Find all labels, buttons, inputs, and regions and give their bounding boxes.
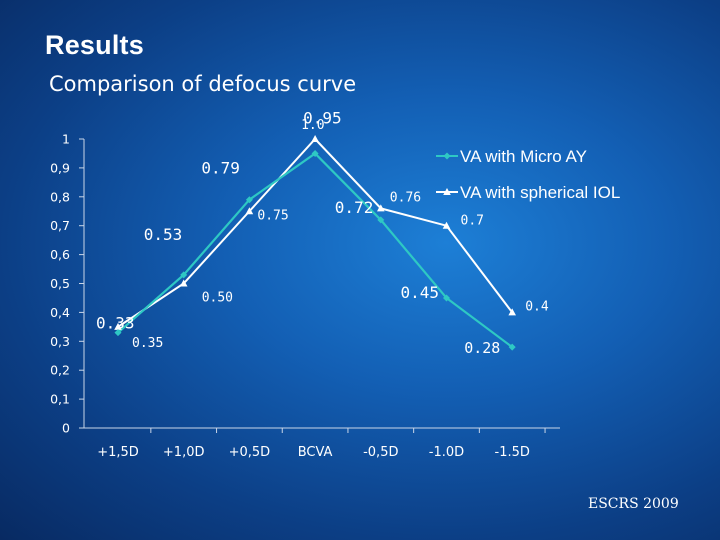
y-tick-label: 0,5 <box>50 276 70 291</box>
data-label-spherical-iol: 0.50 <box>202 291 233 306</box>
data-point-micro-ay <box>443 294 450 302</box>
x-tick-label: BCVA <box>298 445 333 460</box>
data-point-micro-ay <box>377 216 385 224</box>
series-line-micro-ay <box>117 152 513 348</box>
data-label-spherical-iol: 0.7 <box>461 214 484 229</box>
x-tick-label: +1,5D <box>97 445 139 460</box>
y-tick-label: 0,2 <box>50 363 70 378</box>
data-label-micro-ay: 0.72 <box>335 198 374 217</box>
data-point-spherical-iol <box>377 204 385 212</box>
legend-label-spherical-iol: VA with spherical IOL <box>460 183 620 202</box>
y-tick-label: 0,9 <box>50 160 70 175</box>
data-label-spherical-iol: 0.76 <box>390 190 421 205</box>
legend-marker-micro-ay <box>443 152 451 160</box>
data-point-spherical-iol <box>245 207 254 215</box>
data-point-micro-ay <box>311 149 319 157</box>
data-label-micro-ay: 0.95 <box>303 108 342 127</box>
chart-legend: VA with Micro AY VA with spherical IOL <box>436 147 620 202</box>
y-tick-label: 0,8 <box>50 189 70 204</box>
data-point-micro-ay <box>245 196 253 204</box>
y-tick-label: 0,3 <box>50 334 70 349</box>
data-point-spherical-iol <box>114 322 122 330</box>
data-label-spherical-iol: 0.4 <box>525 299 549 314</box>
chart-subtitle: Comparison of defocus curve <box>49 72 357 96</box>
chart-axes: 0 0,1 0,2 0,3 0,4 0,5 0,6 0,7 0,8 0,9 1 +1,5D +1,0D +… <box>50 132 560 460</box>
footer-text: ESCRS 2009 <box>588 496 679 512</box>
data-point-spherical-iol <box>508 308 516 316</box>
data-label-spherical-iol: 0.75 <box>257 208 288 223</box>
chart-data-labels: 0.33 0.53 0.79 0.95 0.72 0.45 0.28 0.35 0.50 0.75… <box>96 108 549 357</box>
data-label-micro-ay: 0.79 <box>201 159 240 178</box>
y-tick-label: 0 <box>62 421 70 436</box>
data-label-micro-ay: 0.53 <box>144 225 183 244</box>
x-tick-label: +1,0D <box>163 445 205 460</box>
data-label-micro-ay: 0.28 <box>464 339 500 357</box>
data-point-micro-ay <box>508 343 516 351</box>
chart-markers <box>114 135 516 351</box>
data-label-spherical-iol: 0.35 <box>132 336 163 351</box>
y-tick-label: 0,6 <box>50 247 70 262</box>
data-label-spherical-iol: 1.0 <box>301 118 324 133</box>
x-tick-label: -1.0D <box>429 445 464 460</box>
x-tick-label: -0,5D <box>363 445 398 460</box>
data-point-micro-ay <box>114 329 122 337</box>
legend-marker-spherical-iol <box>443 188 451 195</box>
data-point-spherical-iol <box>311 135 319 142</box>
y-tick-label: 0,4 <box>50 305 70 320</box>
data-point-micro-ay <box>180 271 188 279</box>
legend-label-micro-ay: VA with Micro AY <box>460 147 587 166</box>
y-tick-label: 0,1 <box>50 392 70 407</box>
data-label-micro-ay: 0.45 <box>401 283 440 302</box>
y-tick-label: 0,7 <box>50 218 70 233</box>
data-point-spherical-iol <box>179 279 188 287</box>
x-tick-label: +0,5D <box>229 445 271 460</box>
x-tick-label: -1.5D <box>495 445 530 460</box>
y-tick-label: 1 <box>62 132 70 147</box>
slide-title: Results <box>45 30 144 60</box>
data-label-micro-ay: 0.33 <box>96 314 135 333</box>
data-point-spherical-iol <box>442 221 451 229</box>
